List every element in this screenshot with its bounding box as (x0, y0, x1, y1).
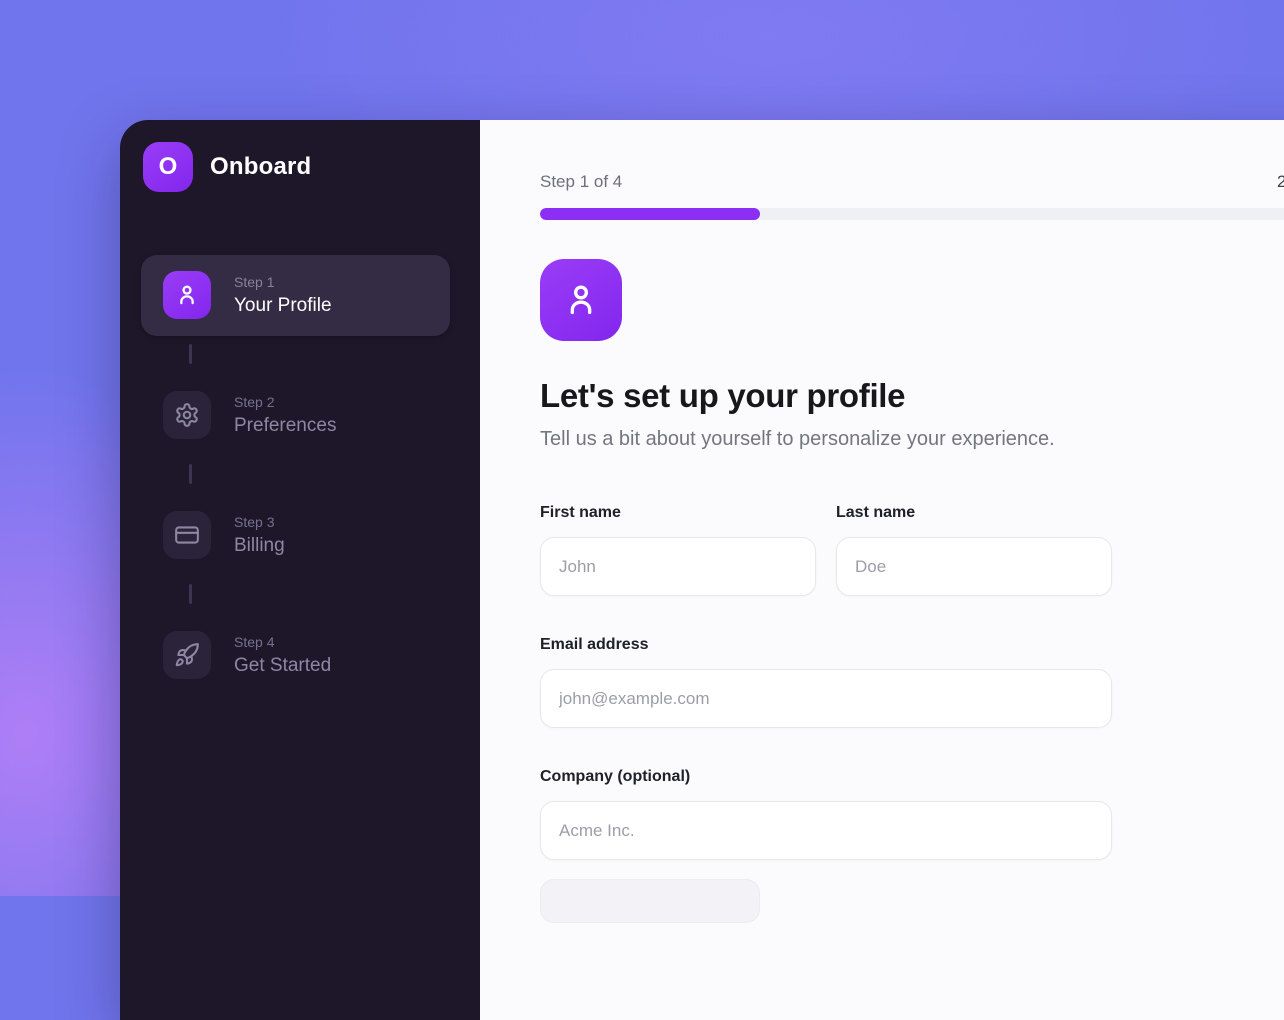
profile-form: First name Last name Email address Compa… (540, 504, 1284, 923)
step-title: Get Started (234, 654, 332, 676)
progress-bar-fill (540, 208, 760, 220)
email-label: Email address (540, 636, 649, 653)
onboarding-window: O Onboard Step 1 Your Profile (120, 120, 1284, 1020)
gear-icon (163, 391, 211, 439)
main-panel: Step 1 of 4 25% Let's set up your profil… (480, 120, 1284, 1020)
progress-header: Step 1 of 4 25% (540, 172, 1284, 196)
last-name-field[interactable] (836, 537, 1112, 596)
company-label: Company (optional) (540, 768, 691, 785)
brand: O Onboard (143, 142, 480, 192)
last-name-group: Last name (836, 504, 1112, 596)
sidebar-item-billing[interactable]: Step 3 Billing (163, 511, 480, 559)
step-connector (189, 344, 192, 364)
name-row: First name Last name (540, 504, 1284, 596)
page-subtitle: Tell us a bit about yourself to personal… (540, 428, 1055, 450)
step-number-label: Step 2 (234, 393, 275, 410)
app-logo-icon: O (143, 142, 193, 192)
sidebar-item-get-started[interactable]: Step 4 Get Started (163, 631, 480, 679)
email-field[interactable] (540, 669, 1112, 728)
step-nav: Step 1 Your Profile Step 2 Preferences (120, 255, 480, 679)
email-group: Email address (540, 636, 1284, 728)
sidebar: O Onboard Step 1 Your Profile (120, 120, 480, 1020)
step-text: Step 3 Billing (234, 514, 285, 557)
first-name-field[interactable] (540, 537, 816, 596)
first-name-group: First name (540, 504, 816, 596)
bottom-button-sliver[interactable] (540, 879, 760, 923)
step-title: Preferences (234, 414, 337, 436)
step-text: Step 1 Your Profile (234, 274, 332, 317)
step-title: Your Profile (234, 294, 332, 316)
progress-bar (540, 208, 1284, 220)
company-group: Company (optional) (540, 768, 1284, 860)
step-text: Step 4 Get Started (234, 634, 331, 677)
sidebar-item-your-profile[interactable]: Step 1 Your Profile (141, 255, 450, 336)
step-connector (189, 464, 192, 484)
user-icon (540, 259, 622, 341)
rocket-icon (163, 631, 211, 679)
progress-step-label: Step 1 of 4 (540, 172, 623, 191)
company-field[interactable] (540, 801, 1112, 860)
last-name-label: Last name (836, 504, 916, 521)
step-number-label: Step 3 (234, 513, 275, 530)
step-title: Billing (234, 534, 285, 556)
app-title: Onboard (210, 153, 312, 180)
credit-card-icon (163, 511, 211, 559)
step-number-label: Step 1 (234, 273, 275, 290)
progress-percent: 25% (1277, 172, 1284, 191)
user-icon (163, 271, 211, 319)
sidebar-item-preferences[interactable]: Step 2 Preferences (163, 391, 480, 439)
page-title: Let's set up your profile (540, 377, 906, 414)
step-number-label: Step 4 (234, 633, 275, 650)
step-connector (189, 584, 192, 604)
step-text: Step 2 Preferences (234, 394, 336, 437)
first-name-label: First name (540, 504, 621, 521)
